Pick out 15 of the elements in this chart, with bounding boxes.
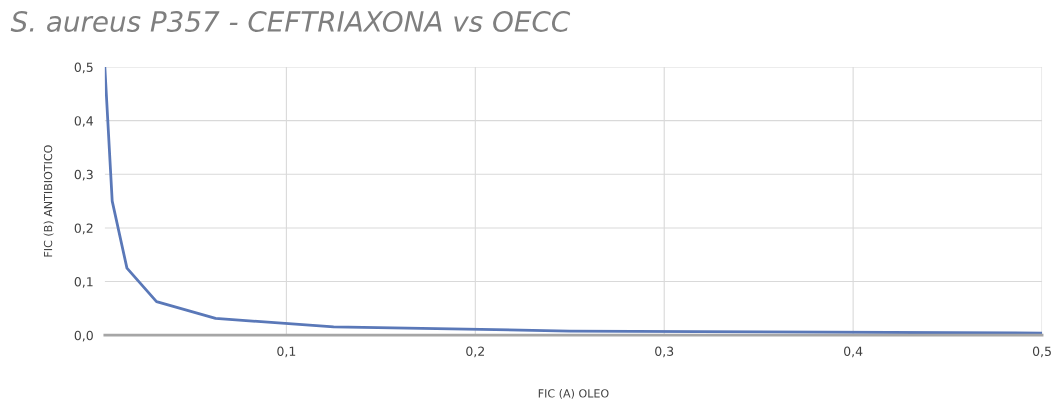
y-tick-label: 0,1 <box>74 277 93 288</box>
x-tick-label: 0,3 <box>655 346 674 358</box>
chart-title: S. aureus P357 - CEFTRIAXONA vs OECC <box>10 10 571 32</box>
y-tick-label: 0,3 <box>74 169 93 181</box>
y-tick-label: 0,5 <box>74 62 93 74</box>
x-tick-label: 0,2 <box>466 346 484 358</box>
x-axis-title: FIC (A) OLEO <box>538 388 609 399</box>
y-tick-label: 0,0 <box>74 330 93 342</box>
x-tick-label: 0,5 <box>1032 346 1051 358</box>
y-axis-title: FIC (B) ANTIBIOTICO <box>43 145 54 257</box>
x-tick-label: 0,4 <box>844 346 863 358</box>
y-tick-label: 0,4 <box>74 116 94 127</box>
x-tick-label: 0,1 <box>277 346 296 358</box>
y-tick-label: 0,2 <box>74 223 93 235</box>
line-series <box>104 67 1043 335</box>
